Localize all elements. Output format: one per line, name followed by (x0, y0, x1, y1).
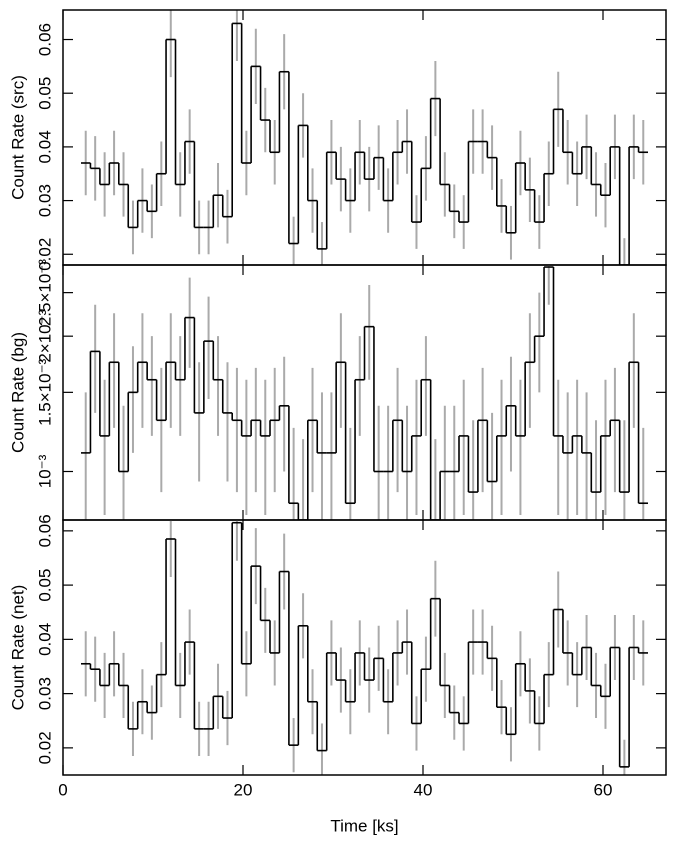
x-tick-label: 20 (234, 780, 253, 799)
y-axis-label: Count Rate (src) (8, 75, 27, 200)
y-axis-label: Count Rate (net) (8, 585, 27, 711)
x-tick-label: 60 (594, 780, 613, 799)
x-axis-label: Time [ks] (330, 816, 398, 835)
y-tick-label: 0.02 (35, 731, 54, 764)
y-tick-label: 0.05 (35, 569, 54, 602)
y-tick-label: 1.5×10⁻³ (35, 358, 54, 425)
y-tick-label: 0.03 (35, 677, 54, 710)
x-tick-label: 0 (58, 780, 67, 799)
y-tick-label: 0.04 (35, 130, 54, 163)
plot-area (81, 520, 648, 775)
y-axis-label: Count Rate (bg) (8, 332, 27, 453)
y-tick-label: 0.06 (35, 514, 54, 547)
panel-frame (62, 9, 667, 266)
y-tick-label: 0.04 (35, 623, 54, 656)
y-tick-label: 2.5×10⁻³ (35, 259, 54, 326)
plot-area (81, 265, 648, 520)
panel-frame (62, 519, 667, 776)
y-tick-label: 2×10⁻³ (35, 309, 54, 362)
y-tick-label: 0.05 (35, 77, 54, 110)
y-tick-label: 0.02 (35, 238, 54, 271)
y-tick-label: 0.03 (35, 184, 54, 217)
x-tick-label: 40 (414, 780, 433, 799)
y-tick-label: 0.06 (35, 23, 54, 56)
panel-frame (62, 264, 667, 521)
plot-area (81, 10, 648, 265)
y-tick-label: 10⁻³ (35, 454, 54, 488)
